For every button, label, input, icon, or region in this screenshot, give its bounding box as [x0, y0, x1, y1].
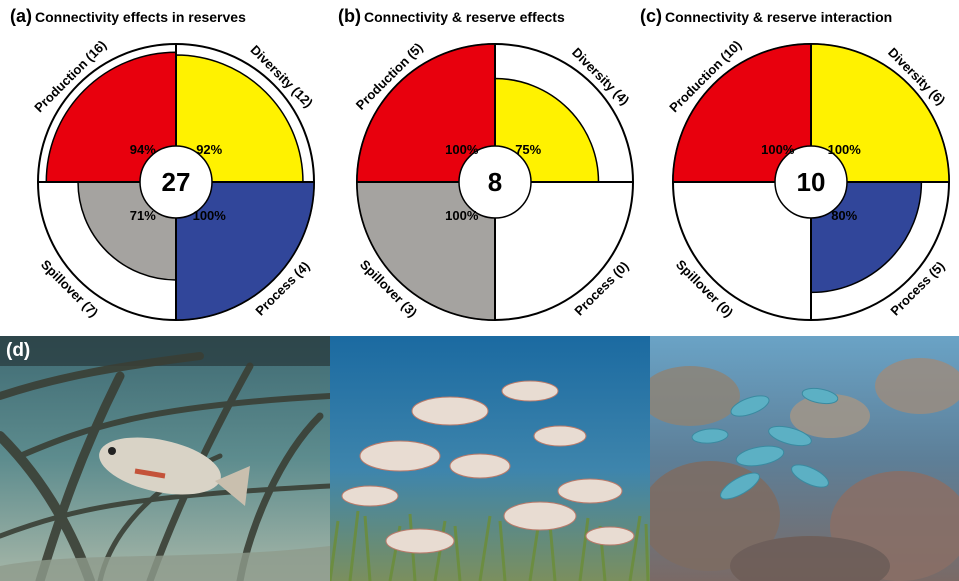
coral-reef-photo — [650, 336, 959, 581]
panel-d-letter: (d) — [6, 340, 31, 361]
wedge-process — [810, 181, 923, 294]
panel-b-letter: (b) — [338, 6, 361, 26]
panel-a-letter: (a) — [10, 6, 32, 26]
panel-c-title-text: Connectivity & reserve interaction — [665, 9, 893, 25]
value-label-production: 100% — [445, 142, 479, 157]
value-label-diversity: 92% — [196, 142, 222, 157]
center-total-label: 8 — [488, 167, 502, 197]
panel-c-title: (c) Connectivity & reserve interaction — [640, 6, 892, 27]
seagrass-school-photo — [330, 336, 650, 581]
mangrove-snapper-photo: (d) — [0, 336, 330, 581]
wedge-production — [672, 43, 812, 183]
center-circle — [458, 145, 532, 219]
panel-a-title-text: Connectivity effects in reserves — [35, 9, 246, 25]
value-label-process: 100% — [193, 208, 227, 223]
seagrass-school-image — [330, 336, 650, 581]
value-label-spillover: 100% — [445, 208, 479, 223]
panel-c-letter: (c) — [640, 6, 662, 26]
panel-b-title-text: Connectivity & reserve effects — [363, 9, 565, 25]
center-total-label: 10 — [797, 167, 826, 197]
panel-b-title: (b) Connectivity & reserve effects — [338, 6, 565, 27]
value-label-process: 80% — [831, 208, 857, 223]
center-total-label: 27 — [162, 167, 191, 197]
photo-panel: (d) — [0, 336, 959, 581]
wedge-diversity — [810, 43, 950, 183]
wedge-spillover — [356, 181, 496, 321]
center-circle — [139, 145, 213, 219]
panel-a-title: (a) Connectivity effects in reserves — [10, 6, 246, 27]
value-label-diversity: 75% — [515, 142, 541, 157]
value-label-spillover: 71% — [130, 208, 156, 223]
center-circle — [774, 145, 848, 219]
mangrove-snapper-image — [0, 336, 330, 581]
snapper-fish-drawing — [99, 437, 250, 506]
wedge-process — [175, 181, 315, 321]
coral-reef-image — [650, 336, 959, 581]
value-label-diversity: 100% — [828, 142, 862, 157]
wedge-production — [45, 51, 177, 183]
value-label-production: 94% — [130, 142, 156, 157]
wedge-production — [356, 43, 496, 183]
value-label-production: 100% — [761, 142, 795, 157]
wedge-diversity — [175, 54, 304, 183]
